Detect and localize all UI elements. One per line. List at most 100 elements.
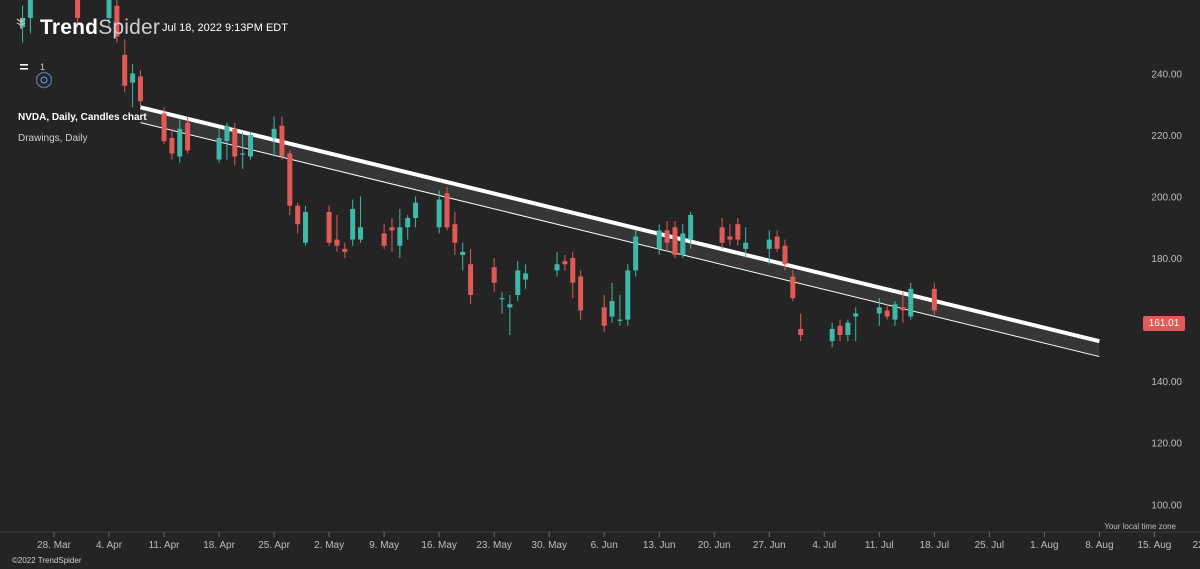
candle-body [578, 276, 584, 311]
candle-body [664, 230, 670, 243]
candle [413, 196, 419, 228]
candle [625, 264, 631, 326]
candle-body [774, 236, 780, 249]
x-tick-label: 13. Jun [643, 540, 676, 551]
x-tick-label: 9. May [369, 540, 399, 551]
candle-body [680, 233, 686, 255]
candle-body [106, 0, 112, 18]
candle-body [782, 245, 788, 265]
candle-body [672, 227, 678, 255]
candle-body [892, 304, 898, 320]
x-tick-label: 18. Apr [203, 540, 235, 551]
candle [334, 214, 340, 252]
x-axis: 28. Mar 4. Apr 11. Apr 18. Apr 25. Apr 2. May… [0, 531, 1200, 551]
circle-badge-icon[interactable] [34, 70, 54, 95]
candle-body [389, 227, 395, 231]
channel-drawing [139, 105, 1100, 358]
candle-body [137, 76, 143, 102]
x-tick-label: 2. May [314, 540, 344, 551]
candle [381, 224, 387, 249]
candle [350, 199, 356, 246]
candle-body [232, 128, 238, 157]
x-tick-label: 15. Aug [1137, 540, 1171, 551]
candle-body [523, 273, 529, 280]
candle-body [342, 248, 348, 252]
x-tick-label: 18. Jul [920, 540, 949, 551]
candle [798, 313, 804, 342]
candle-body [798, 328, 804, 336]
candle-body [303, 211, 309, 243]
candle [452, 211, 458, 255]
candle-body [287, 153, 293, 206]
candle-body [334, 239, 340, 246]
x-tick-label: 20. Jun [698, 540, 731, 551]
candle [303, 205, 309, 246]
candle-body [413, 202, 419, 219]
tree-icon[interactable] [14, 16, 28, 35]
candle [342, 242, 348, 259]
candle-body [766, 239, 772, 249]
chart-title: NVDA, Daily, Candles chart [18, 112, 147, 123]
y-tick-label: 100.00 [1151, 500, 1182, 511]
last-price-badge: 161.01 [1143, 316, 1185, 331]
candle [727, 224, 733, 246]
candle [75, 0, 81, 28]
candle [491, 258, 497, 292]
candle-body [719, 227, 725, 243]
candle [774, 230, 780, 252]
candle-body [491, 267, 497, 283]
candle-body [515, 270, 521, 296]
candle-body [248, 134, 253, 157]
candle-body [876, 307, 882, 314]
x-tick-label: 11. Jul [865, 540, 894, 551]
candle-body [601, 307, 607, 326]
candle [609, 282, 615, 323]
y-tick-label: 200.00 [1151, 193, 1182, 204]
drawings-label[interactable]: Drawings, Daily [18, 133, 88, 144]
channel-upper-line [139, 105, 1100, 344]
y-tick-label: 240.00 [1151, 69, 1182, 80]
candle-body [743, 242, 749, 249]
channel-lower-line [140, 122, 1100, 358]
candle [515, 261, 521, 302]
candle-body [161, 113, 167, 142]
menu-icon[interactable] [14, 60, 34, 78]
y-tick-label: 120.00 [1151, 439, 1182, 450]
candle [845, 319, 851, 342]
x-tick-label: 4. Apr [96, 540, 123, 551]
candle [837, 319, 843, 342]
candle [389, 218, 395, 252]
candle-body [499, 298, 505, 300]
candle-body [507, 304, 513, 308]
candle [601, 295, 607, 332]
x-tick-label: 28. Mar [37, 540, 72, 551]
candle-body [790, 276, 796, 299]
x-tick-label: 25. Apr [258, 540, 290, 551]
candle [114, 0, 120, 43]
candle [27, 0, 33, 34]
x-tick-label: 23. May [476, 540, 512, 551]
candle [766, 230, 772, 265]
candle-body [688, 214, 694, 240]
candle [688, 211, 694, 249]
candle-body [114, 5, 120, 37]
candle-body [216, 138, 222, 160]
x-tick-label: 27. Jun [753, 540, 786, 551]
candle [161, 107, 167, 145]
candles [20, 0, 937, 348]
candle [468, 248, 474, 305]
x-tick-label: 22. Aug [1192, 540, 1200, 551]
candle-body [27, 0, 33, 19]
logo-light-text: Spider [98, 16, 161, 39]
candle-body [381, 233, 387, 246]
candle [405, 214, 411, 240]
timezone-label[interactable]: Your local time zone [1104, 522, 1176, 531]
candle [523, 264, 529, 289]
candle [169, 128, 175, 160]
candle [122, 39, 128, 92]
candle [295, 202, 301, 234]
candle-body [20, 18, 26, 28]
candle [908, 282, 914, 320]
candle-body [633, 236, 639, 271]
